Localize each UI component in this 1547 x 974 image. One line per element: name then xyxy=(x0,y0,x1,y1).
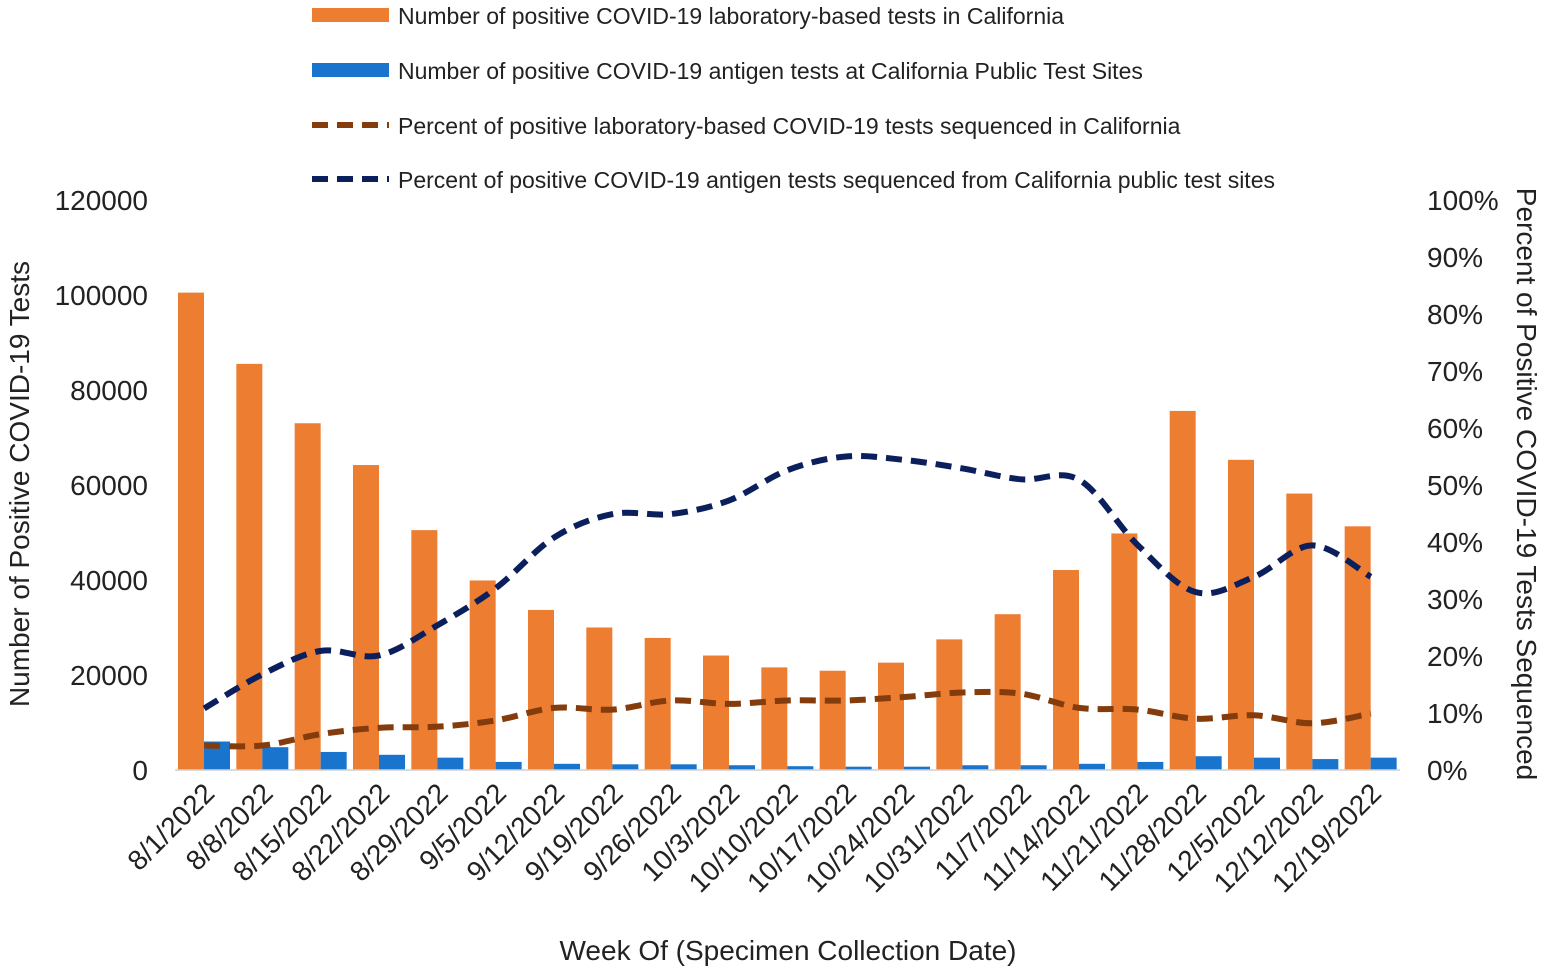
lab-tests-bar xyxy=(178,292,204,770)
left-y-axis-title: Number of Positive COVID-19 Tests xyxy=(4,261,35,707)
left-tick-label: 60000 xyxy=(70,470,148,501)
antigen-tests-bar xyxy=(729,765,755,770)
antigen-tests-bar xyxy=(437,757,464,770)
right-tick-label: 80% xyxy=(1427,299,1483,330)
lab-tests-bar xyxy=(1228,459,1254,770)
left-tick-label: 100000 xyxy=(55,280,148,311)
right-tick-label: 100% xyxy=(1427,185,1499,216)
right-tick-label: 10% xyxy=(1427,698,1483,729)
antigen-tests-bar xyxy=(1254,757,1280,770)
antigen-tests-bar xyxy=(962,765,989,770)
antigen-tests-bar xyxy=(1312,759,1339,770)
legend-label: Percent of positive laboratory-based COV… xyxy=(398,113,1181,139)
antigen-tests-bar xyxy=(1195,756,1222,770)
right-tick-label: 20% xyxy=(1427,641,1483,672)
left-y-axis: 0 20000 40000 60000 80000 100000 120000 xyxy=(55,185,148,786)
legend-swatch xyxy=(312,63,389,77)
antigen-tests-bar xyxy=(554,763,580,770)
bar-series-2 xyxy=(204,741,1397,770)
lab-tests-bar xyxy=(1111,533,1138,770)
lab-tests-bar xyxy=(819,670,846,770)
left-tick-label: 80000 xyxy=(70,375,148,406)
legend-item: Number of positive COVID-19 laboratory-b… xyxy=(312,3,1064,29)
lab-tests-bar xyxy=(353,465,379,770)
antigen-tests-bar xyxy=(612,764,639,770)
lab-tests-bar xyxy=(294,423,321,770)
antigen-tests-bar xyxy=(1370,757,1397,770)
antigen-tests-bar xyxy=(787,766,814,770)
line-series xyxy=(202,453,1373,750)
right-tick-label: 50% xyxy=(1427,470,1483,501)
antigen-tests-bar xyxy=(495,761,522,770)
antigen-tests-bar xyxy=(1020,765,1047,770)
antigen-tests-bar xyxy=(1137,761,1164,770)
antigen-tests-bar xyxy=(1079,763,1105,770)
lab-tests-bar xyxy=(236,363,263,770)
antigen-tests-bar xyxy=(320,751,347,770)
bar-series-1 xyxy=(178,292,1371,770)
antigen-tests-bar xyxy=(904,766,930,770)
lab-tests-bar xyxy=(1286,493,1313,770)
legend-label: Number of positive COVID-19 laboratory-b… xyxy=(398,3,1064,29)
right-tick-label: 40% xyxy=(1427,527,1483,558)
right-y-axis: 0% 10% 20% 30% 40% 50% 60% 70% 80% 90% 100% xyxy=(1427,185,1499,786)
legend-item: Percent of positive laboratory-based COV… xyxy=(312,113,1181,139)
antigen-tests-bar xyxy=(670,764,697,770)
legend-item: Percent of positive COVID-19 antigen tes… xyxy=(312,167,1275,193)
lab-tests-bar xyxy=(761,667,788,770)
left-tick-label: 120000 xyxy=(55,185,148,216)
right-tick-label: 90% xyxy=(1427,242,1483,273)
legend-item: Number of positive COVID-19 antigen test… xyxy=(312,58,1143,84)
antigen-tests-bar xyxy=(262,747,289,770)
legend-swatch xyxy=(312,8,389,22)
legend-label: Number of positive COVID-19 antigen test… xyxy=(398,58,1143,84)
right-tick-label: 70% xyxy=(1427,356,1483,387)
right-tick-label: 0% xyxy=(1427,755,1467,786)
antigen-tests-bar xyxy=(379,754,405,770)
right-tick-label: 60% xyxy=(1427,413,1483,444)
legend: Number of positive COVID-19 laboratory-b… xyxy=(312,3,1275,193)
lab-sequenced-line xyxy=(204,688,1372,750)
antigen-sequenced-line xyxy=(202,453,1373,712)
lab-tests-bar xyxy=(469,580,496,770)
left-tick-label: 0 xyxy=(132,755,148,786)
bars xyxy=(178,292,1397,770)
left-tick-label: 40000 xyxy=(70,565,148,596)
lab-tests-bar xyxy=(703,655,729,770)
lab-tests-bar xyxy=(528,609,554,770)
legend-label: Percent of positive COVID-19 antigen tes… xyxy=(398,167,1275,193)
right-tick-label: 30% xyxy=(1427,584,1483,615)
right-y-axis-title: Percent of Positive COVID-19 Tests Seque… xyxy=(1511,188,1542,780)
lab-tests-bar xyxy=(936,639,963,770)
antigen-tests-bar xyxy=(845,766,872,770)
lab-tests-bar xyxy=(411,530,438,770)
lab-tests-bar xyxy=(1053,570,1079,770)
lab-tests-bar xyxy=(586,627,613,770)
x-axis-title: Week Of (Specimen Collection Date) xyxy=(560,935,1017,966)
x-tick-labels: 8/1/20228/8/20228/15/20228/22/20228/29/2… xyxy=(121,777,1387,898)
lab-tests-bar xyxy=(878,662,904,770)
left-tick-label: 20000 xyxy=(70,660,148,691)
